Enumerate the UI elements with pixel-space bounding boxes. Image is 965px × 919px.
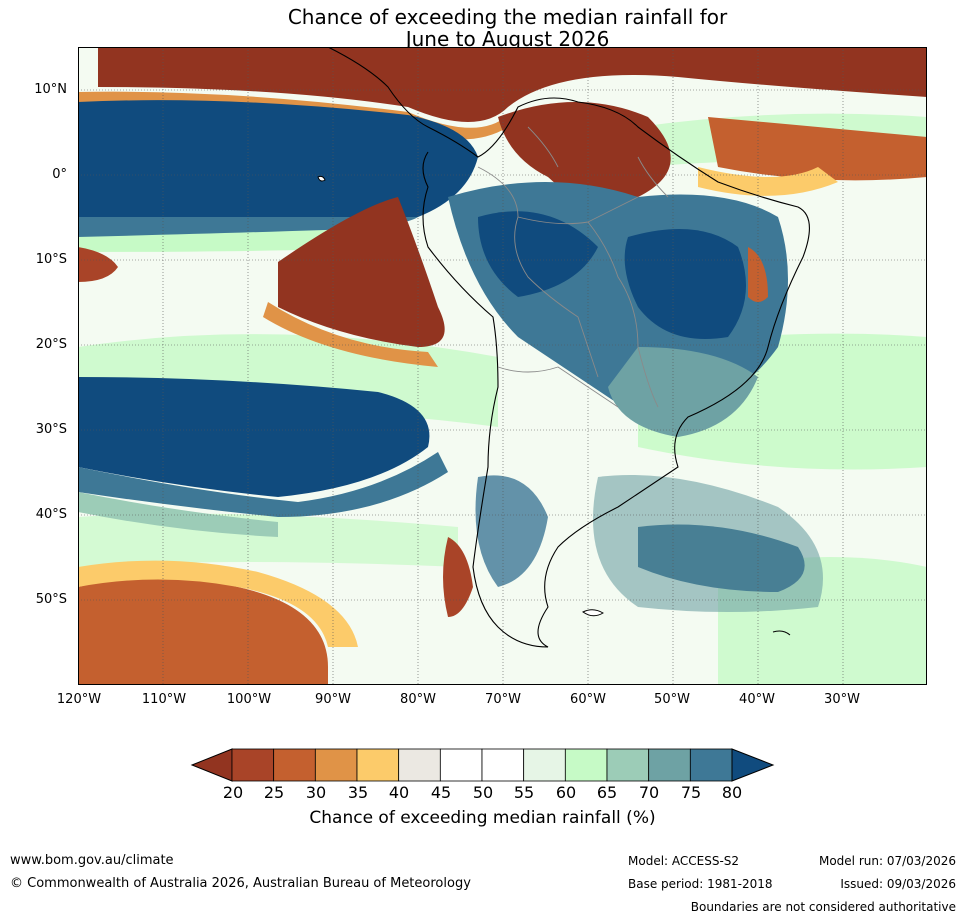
lat-label-20s: 20°S — [35, 337, 67, 352]
area-green-sp — [78, 492, 278, 537]
colorbar-tick: 55 — [513, 783, 535, 802]
lat-label-0: 0° — [52, 167, 67, 182]
colorbar-segment — [439, 748, 483, 782]
lon-label-100w: 100°W — [226, 692, 272, 707]
model-run-date: Model run: 07/03/2026 — [818, 854, 956, 868]
area-wet-equatorial-pacific — [78, 100, 478, 217]
lat-label-10s: 10°S — [35, 252, 67, 267]
area-wet-south-pacific — [78, 377, 430, 497]
area-dry-atlantic-edge — [698, 167, 838, 196]
area-dry-north — [98, 47, 927, 122]
colorbar-segments — [231, 748, 733, 782]
area-wet-amazon-core — [478, 211, 598, 297]
website-link[interactable]: www.bom.gov.au/climate — [10, 853, 174, 868]
colorbar-tick: 75 — [680, 783, 702, 802]
boundary-disclaimer: Boundaries are not considered authoritat… — [690, 900, 956, 914]
lat-label-10n: 10°N — [34, 82, 67, 97]
area-dry-southwest — [78, 577, 328, 685]
lon-label-60w: 60°W — [570, 692, 606, 707]
map-graticule — [78, 47, 927, 685]
map-title-line1: Chance of exceeding the median rainfall … — [287, 5, 728, 29]
colorbar-segment — [231, 748, 275, 782]
model-name: Model: ACCESS-S2 — [628, 854, 740, 868]
lat-label-30s: 30°S — [35, 422, 67, 437]
lon-label-120w: 120°W — [56, 692, 102, 707]
map-frame — [78, 47, 927, 685]
colorbar-segment — [273, 748, 316, 782]
area-wet-south-atlantic-edge — [593, 475, 823, 612]
lat-label-50s: 50°S — [35, 592, 67, 607]
area-wet-patagonia — [475, 475, 548, 587]
base-period: Base period: 1981-2018 — [628, 877, 773, 891]
area-dry-east-pacific-edge — [263, 302, 438, 367]
colorbar — [190, 748, 775, 782]
colorbar-tick: 60 — [555, 783, 577, 802]
area-dry-patagonia-west — [443, 537, 473, 617]
colorbar-low-arrow — [190, 748, 233, 782]
map-title-line2: June to August 2026 — [405, 27, 610, 51]
colorbar-tick: 25 — [263, 783, 285, 802]
rainfall-map[interactable] — [78, 47, 927, 685]
country-borders — [477, 126, 669, 408]
issued-date: Issued: 09/03/2026 — [840, 877, 956, 891]
colorbar-segment — [689, 748, 733, 782]
galapagos-islands — [317, 175, 326, 182]
south-america-coastline — [327, 47, 810, 648]
copyright-text: © Commonwealth of Australia 2026, Austra… — [10, 876, 471, 891]
lon-label-110w: 110°W — [141, 692, 187, 707]
colorbar-segment — [564, 748, 608, 782]
colorbar-segment — [523, 748, 566, 782]
lat-label-40s: 40°S — [35, 507, 67, 522]
falklands-islands — [582, 609, 604, 617]
area-dry-small-west — [78, 247, 118, 282]
colorbar-segment — [398, 748, 441, 782]
colorbar-tick: 70 — [638, 783, 660, 802]
colorbar-tick: 30 — [305, 783, 327, 802]
lon-label-50w: 50°W — [654, 692, 690, 707]
area-dry-atlantic-small — [748, 247, 768, 302]
colorbar-tick: 35 — [347, 783, 369, 802]
area-wet-brazil-core — [624, 229, 746, 339]
colorbar-tick: 80 — [721, 783, 743, 802]
colorbar-segment — [356, 748, 400, 782]
area-dry-atlantic — [708, 117, 927, 181]
area-wet-southeast-sa — [608, 347, 758, 437]
south-georgia-island — [772, 630, 791, 636]
colorbar-tick: 50 — [472, 783, 494, 802]
area-wet-south-pacific-edge — [78, 452, 448, 517]
lon-label-70w: 70°W — [485, 692, 521, 707]
colorbar-tick: 45 — [430, 783, 452, 802]
colorbar-segment — [606, 748, 650, 782]
area-dry-southwest-edge — [78, 560, 358, 647]
colorbar-label: Chance of exceeding median rainfall (%) — [309, 808, 656, 828]
colorbar-tick: 20 — [222, 783, 244, 802]
lon-label-90w: 90°W — [315, 692, 351, 707]
colorbar-high-arrow — [731, 748, 775, 782]
colorbar-segment — [648, 748, 691, 782]
colorbar-tick: 40 — [388, 783, 410, 802]
lon-label-30w: 30°W — [824, 692, 860, 707]
colorbar-segment — [314, 748, 358, 782]
colorbar-tick: 65 — [596, 783, 618, 802]
lon-label-80w: 80°W — [400, 692, 436, 707]
area-dry-east-pacific — [278, 197, 445, 347]
lon-label-40w: 40°W — [739, 692, 775, 707]
colorbar-segment — [481, 748, 525, 782]
